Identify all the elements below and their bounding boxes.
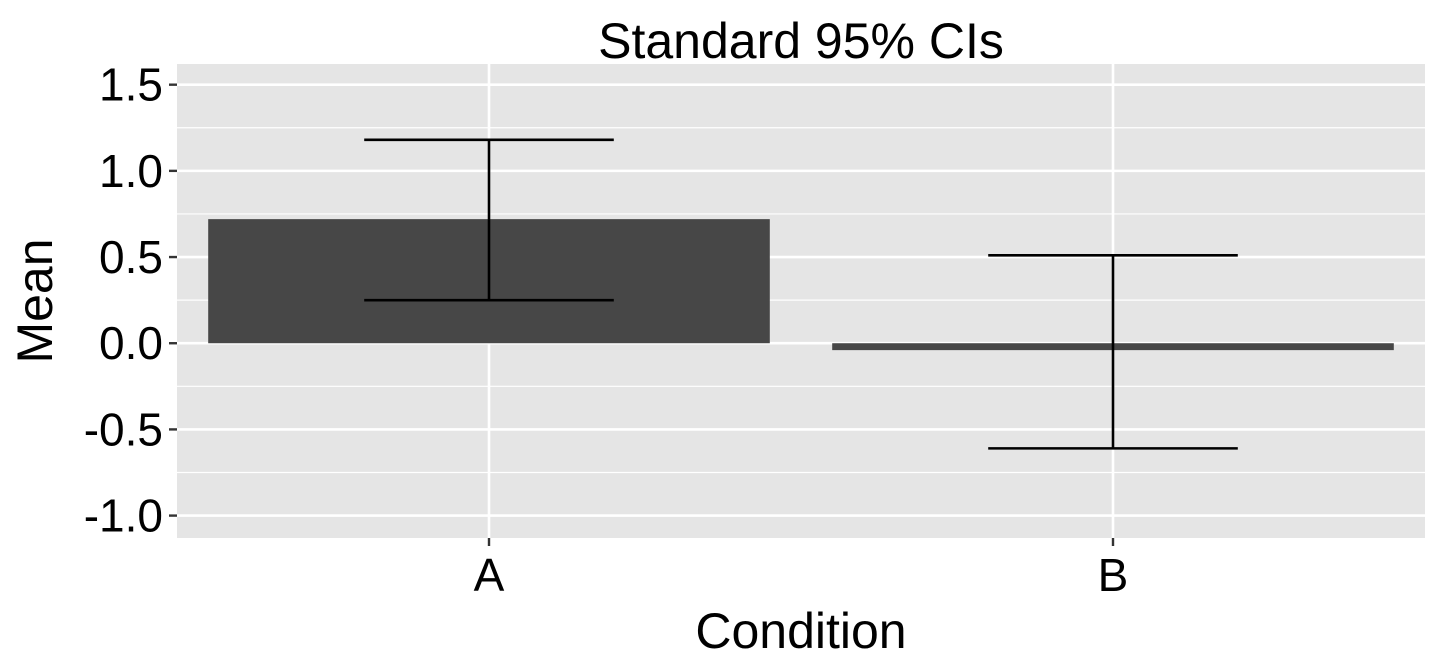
y-tick-label: 0.5 [99,231,163,283]
y-tick-label: 1.5 [99,59,163,111]
x-axis-title: Condition [695,603,906,659]
y-tick-label: 0.0 [99,317,163,369]
chart-title: Standard 95% CIs [598,13,1004,69]
y-tick-label: -1.0 [84,490,163,542]
y-tick-label: 1.0 [99,145,163,197]
y-axis-title: Mean [7,238,63,363]
y-axis: -1.0 -0.5 0.0 0.5 1.0 1.5 [84,59,177,542]
y-tick-label: -0.5 [84,403,163,455]
x-tick-label: A [474,549,505,601]
x-tick-label: B [1098,549,1129,601]
error-bars [364,138,1238,450]
